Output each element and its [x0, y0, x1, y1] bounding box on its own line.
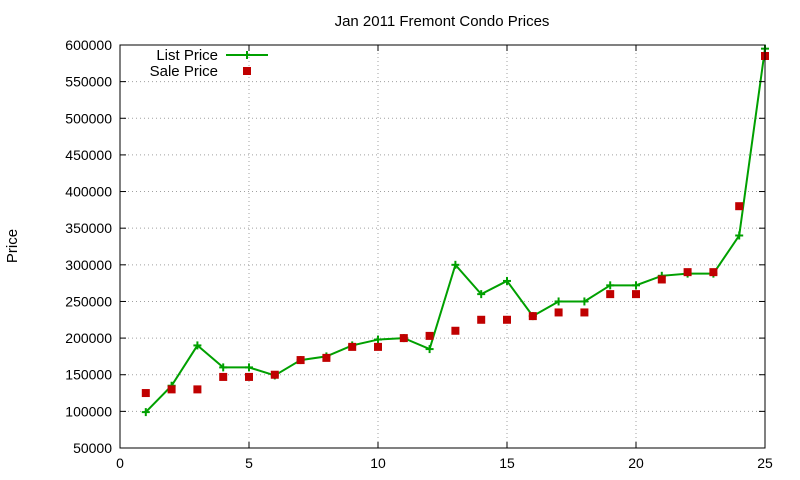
x-tick-label: 0 [116, 455, 124, 471]
list-price-point [219, 363, 228, 372]
list-price-point [580, 297, 589, 306]
list-price-point [374, 335, 382, 344]
sale-price-point [580, 308, 589, 317]
sale-price-point [554, 308, 563, 317]
sale-price-point [296, 356, 305, 365]
list-price-point [735, 231, 744, 240]
y-tick-label: 250000 [65, 293, 112, 309]
list-price-point [245, 363, 253, 372]
sale-price-point [657, 275, 666, 284]
list-price-point [632, 281, 640, 290]
y-tick-label: 500000 [65, 110, 112, 126]
x-tick-label: 15 [499, 455, 515, 471]
list-price-line [145, 48, 766, 413]
x-tick-label: 5 [245, 455, 253, 471]
y-tick-label: 450000 [65, 147, 112, 163]
sale-price-point [606, 290, 615, 299]
sale-price-point [477, 315, 486, 324]
sale-price-point [193, 385, 202, 394]
series-layer [141, 44, 769, 417]
sale-price-point [374, 342, 382, 351]
legend-label-sale-price: Sale Price [150, 63, 218, 80]
y-tick-label: 550000 [65, 74, 112, 90]
sale-price-point [683, 268, 692, 277]
list-price-point [477, 290, 486, 299]
sale-price-point [141, 389, 150, 398]
y-tick-label: 350000 [65, 220, 112, 236]
sale-price-point [709, 268, 718, 277]
sale-price-point [528, 312, 537, 321]
y-tick-label: 50000 [73, 440, 112, 456]
sale-price-point [425, 331, 434, 340]
y-axis-label: Price [4, 229, 21, 263]
list-price-point [554, 297, 563, 306]
legend-label-list-price: List Price [156, 47, 218, 64]
y-tick-label: 600000 [65, 37, 112, 53]
sale-price-point [348, 342, 357, 351]
list-price-point [425, 345, 434, 354]
sale-price-point [219, 372, 228, 381]
sale-price-point [167, 385, 176, 394]
sale-price-point [322, 353, 331, 362]
legend-swatch-sale-price [243, 67, 251, 75]
sale-price-point [735, 202, 744, 211]
axis-ticks: 0 5 10 15 20 25 50000 100000 150000 200000 250000 3… [65, 37, 773, 471]
list-price-point [503, 276, 511, 285]
list-price-point [451, 260, 460, 269]
sale-price-point [632, 290, 640, 299]
grid-lines [120, 45, 765, 448]
y-tick-label: 400000 [65, 184, 112, 200]
y-tick-label: 100000 [65, 403, 112, 419]
sale-price-point [451, 326, 460, 335]
list-price-point [606, 281, 615, 290]
x-tick-label: 25 [757, 455, 773, 471]
sale-price-point [270, 370, 279, 379]
x-tick-label: 20 [628, 455, 644, 471]
list-price-point [141, 408, 150, 417]
y-tick-label: 150000 [65, 367, 112, 383]
list-price-point [193, 341, 202, 350]
chart-title: Jan 2011 Fremont Condo Prices [335, 13, 550, 30]
y-tick-label: 200000 [65, 330, 112, 346]
sale-price-point [245, 372, 253, 381]
sale-price-point [399, 334, 408, 343]
y-tick-label: 300000 [65, 257, 112, 273]
sale-price-point [503, 315, 511, 324]
x-tick-label: 10 [370, 455, 386, 471]
plot-frame [119, 44, 766, 449]
